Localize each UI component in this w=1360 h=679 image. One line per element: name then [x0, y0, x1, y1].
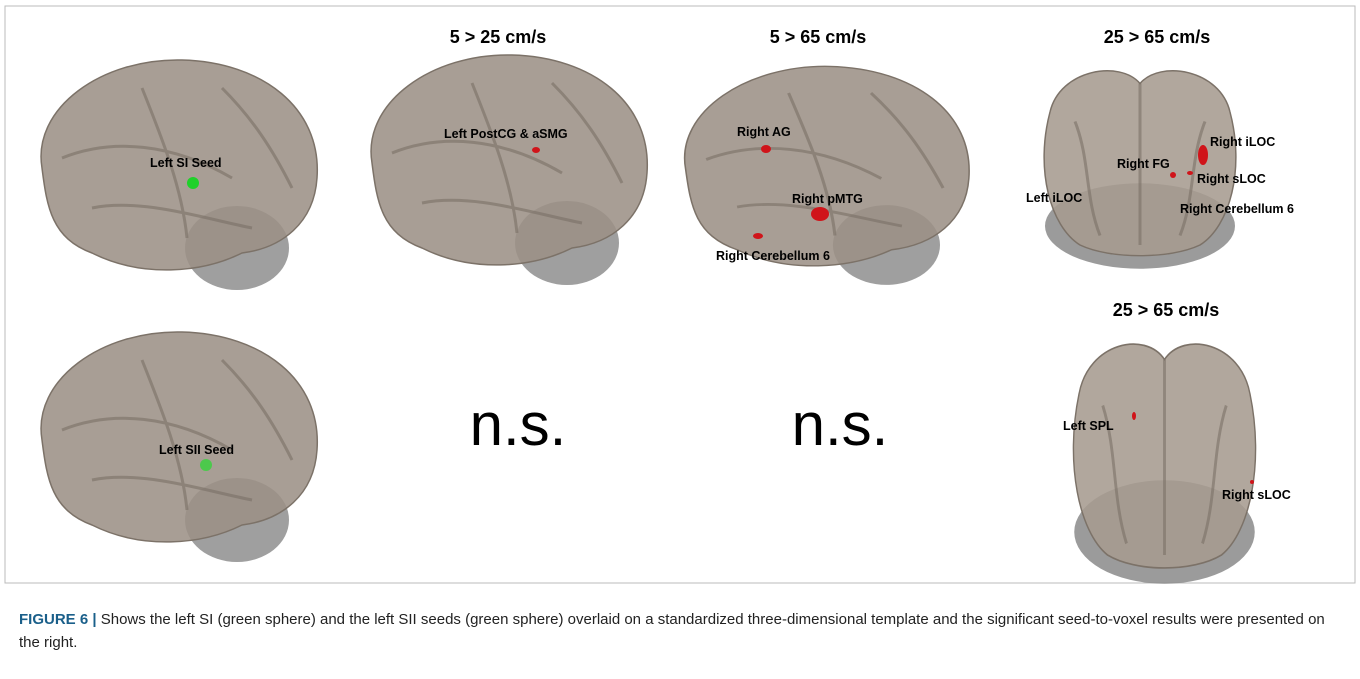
panel-title: 5 > 65 cm/s: [770, 27, 867, 47]
caption-label: FIGURE 6 |: [19, 611, 97, 628]
not-significant: n.s.: [792, 391, 889, 458]
seed: [187, 177, 199, 189]
label: Left iLOC: [1026, 191, 1082, 205]
panel-title: 25 > 65 cm/s: [1113, 300, 1220, 320]
label: Right pMTG: [792, 192, 863, 206]
label: Right Cerebellum 6: [1180, 202, 1294, 216]
label: Left SII Seed: [159, 443, 234, 457]
caption-text: Shows the left SI (green sphere) and the…: [19, 611, 1325, 651]
label: Left PostCG & aSMG: [444, 127, 568, 141]
label: Right FG: [1117, 157, 1170, 171]
clusters: [532, 145, 1254, 484]
panel-title: 5 > 25 cm/s: [450, 27, 547, 47]
brain: [369, 53, 649, 287]
label: Right iLOC: [1210, 135, 1275, 149]
brain: [39, 58, 319, 292]
panel-title: 25 > 65 cm/s: [1104, 27, 1211, 47]
label: Right AG: [737, 125, 791, 139]
label: Right Cerebellum 6: [716, 249, 830, 263]
label: Left SI Seed: [150, 156, 222, 170]
brain: [1071, 342, 1258, 586]
label: Left SPL: [1063, 419, 1114, 433]
seed: [200, 459, 212, 471]
label: Right sLOC: [1222, 488, 1291, 502]
label: Right sLOC: [1197, 172, 1266, 186]
caption: FIGURE 6 | Shows the left SI (green sphe…: [19, 608, 1339, 654]
frame: [4, 5, 1356, 584]
not-significant: n.s.: [470, 391, 567, 458]
